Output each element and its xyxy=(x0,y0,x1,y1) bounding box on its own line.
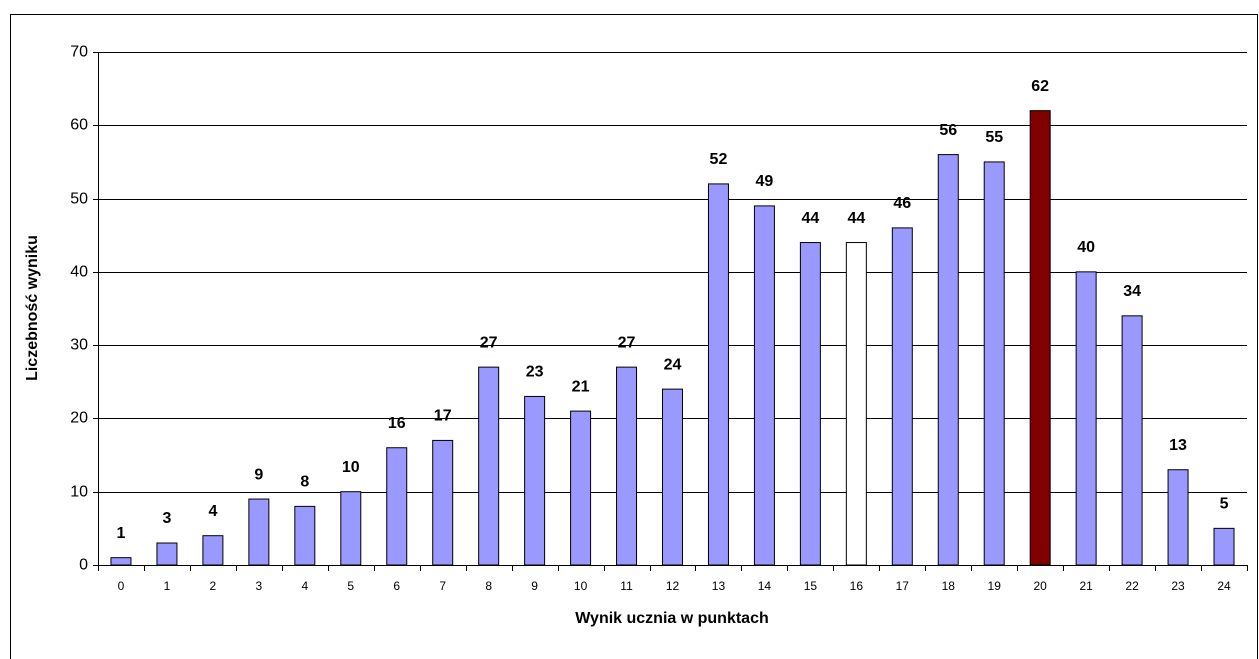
x-tick-label: 6 xyxy=(393,579,400,593)
data-label: 27 xyxy=(480,334,498,351)
bar xyxy=(110,557,132,566)
data-label: 16 xyxy=(388,415,406,432)
x-tick-label: 11 xyxy=(620,579,633,593)
bar xyxy=(983,161,1005,566)
bar xyxy=(524,395,546,566)
bar xyxy=(1029,110,1051,566)
x-tick-label: 3 xyxy=(256,579,263,593)
bar xyxy=(340,491,362,566)
x-tick-label: 4 xyxy=(301,579,308,593)
x-tick-label: 20 xyxy=(1034,579,1048,593)
x-tick-label: 14 xyxy=(758,579,772,593)
data-label: 34 xyxy=(1123,283,1141,300)
data-label: 55 xyxy=(985,129,1003,146)
data-label: 52 xyxy=(710,151,728,168)
x-tick-label: 2 xyxy=(210,579,217,593)
x-tick-label: 23 xyxy=(1171,579,1185,593)
data-label: 13 xyxy=(1169,437,1187,454)
bar xyxy=(616,366,638,566)
x-tick-label: 10 xyxy=(574,579,588,593)
x-tick-label: 5 xyxy=(347,579,354,593)
data-label: 56 xyxy=(939,122,957,139)
bar xyxy=(248,498,270,566)
data-label: 44 xyxy=(801,210,819,227)
data-label: 24 xyxy=(664,356,682,373)
bar xyxy=(570,410,592,566)
bar xyxy=(1075,271,1097,566)
bar xyxy=(753,205,775,566)
bar xyxy=(156,542,178,566)
x-tick-label: 19 xyxy=(988,579,1002,593)
data-label: 8 xyxy=(300,474,309,491)
data-label: 9 xyxy=(254,466,263,483)
data-label: 27 xyxy=(618,334,636,351)
x-tick-label: 12 xyxy=(666,579,680,593)
data-label: 46 xyxy=(893,195,911,212)
x-tick-label: 13 xyxy=(712,579,726,593)
bar xyxy=(1121,315,1143,566)
bar xyxy=(799,242,821,566)
bar xyxy=(432,439,454,566)
bar xyxy=(1167,469,1189,566)
x-tick-label: 1 xyxy=(164,579,171,593)
data-label: 62 xyxy=(1031,78,1049,95)
data-label: 1 xyxy=(117,525,126,542)
data-label: 5 xyxy=(1220,496,1229,513)
x-tick-label: 17 xyxy=(896,579,910,593)
bar xyxy=(891,227,913,566)
bar xyxy=(202,535,224,566)
x-tick-label: 24 xyxy=(1217,579,1231,593)
y-tick-label: 20 xyxy=(70,410,88,427)
bar xyxy=(707,183,729,566)
data-label: 21 xyxy=(572,378,590,395)
data-label: 49 xyxy=(756,173,774,190)
x-tick-label: 9 xyxy=(531,579,538,593)
chart-frame xyxy=(10,14,1258,659)
y-tick-label: 60 xyxy=(70,117,88,134)
bar xyxy=(662,388,683,566)
data-label: 40 xyxy=(1077,239,1095,256)
y-tick-label: 0 xyxy=(79,557,88,574)
data-label: 3 xyxy=(162,510,171,527)
data-label: 17 xyxy=(434,408,452,425)
x-tick-label: 18 xyxy=(942,579,956,593)
x-tick-label: 16 xyxy=(850,579,864,593)
y-axis-title: Liczebność wyniku xyxy=(24,235,41,381)
x-tick-label: 0 xyxy=(118,579,125,593)
x-tick-label: 21 xyxy=(1079,579,1093,593)
bar xyxy=(294,505,316,566)
data-label: 10 xyxy=(342,459,360,476)
y-tick-label: 40 xyxy=(70,264,88,281)
y-tick-label: 30 xyxy=(70,337,88,354)
data-label: 23 xyxy=(526,364,544,381)
bar xyxy=(386,447,408,566)
y-tick-label: 70 xyxy=(70,44,88,61)
x-tick-label: 8 xyxy=(485,579,492,593)
y-tick-label: 10 xyxy=(70,484,88,501)
bar xyxy=(845,242,867,566)
y-tick-label: 50 xyxy=(70,191,88,208)
data-label: 4 xyxy=(208,503,217,520)
bar xyxy=(1213,527,1235,566)
x-tick-label: 22 xyxy=(1125,579,1139,593)
x-tick-label: 7 xyxy=(439,579,446,593)
x-axis-title: Wynik ucznia w punktach xyxy=(575,610,769,627)
x-tick-label: 15 xyxy=(804,579,818,593)
bar xyxy=(478,366,500,566)
bar xyxy=(937,154,959,566)
data-label: 44 xyxy=(847,210,865,227)
